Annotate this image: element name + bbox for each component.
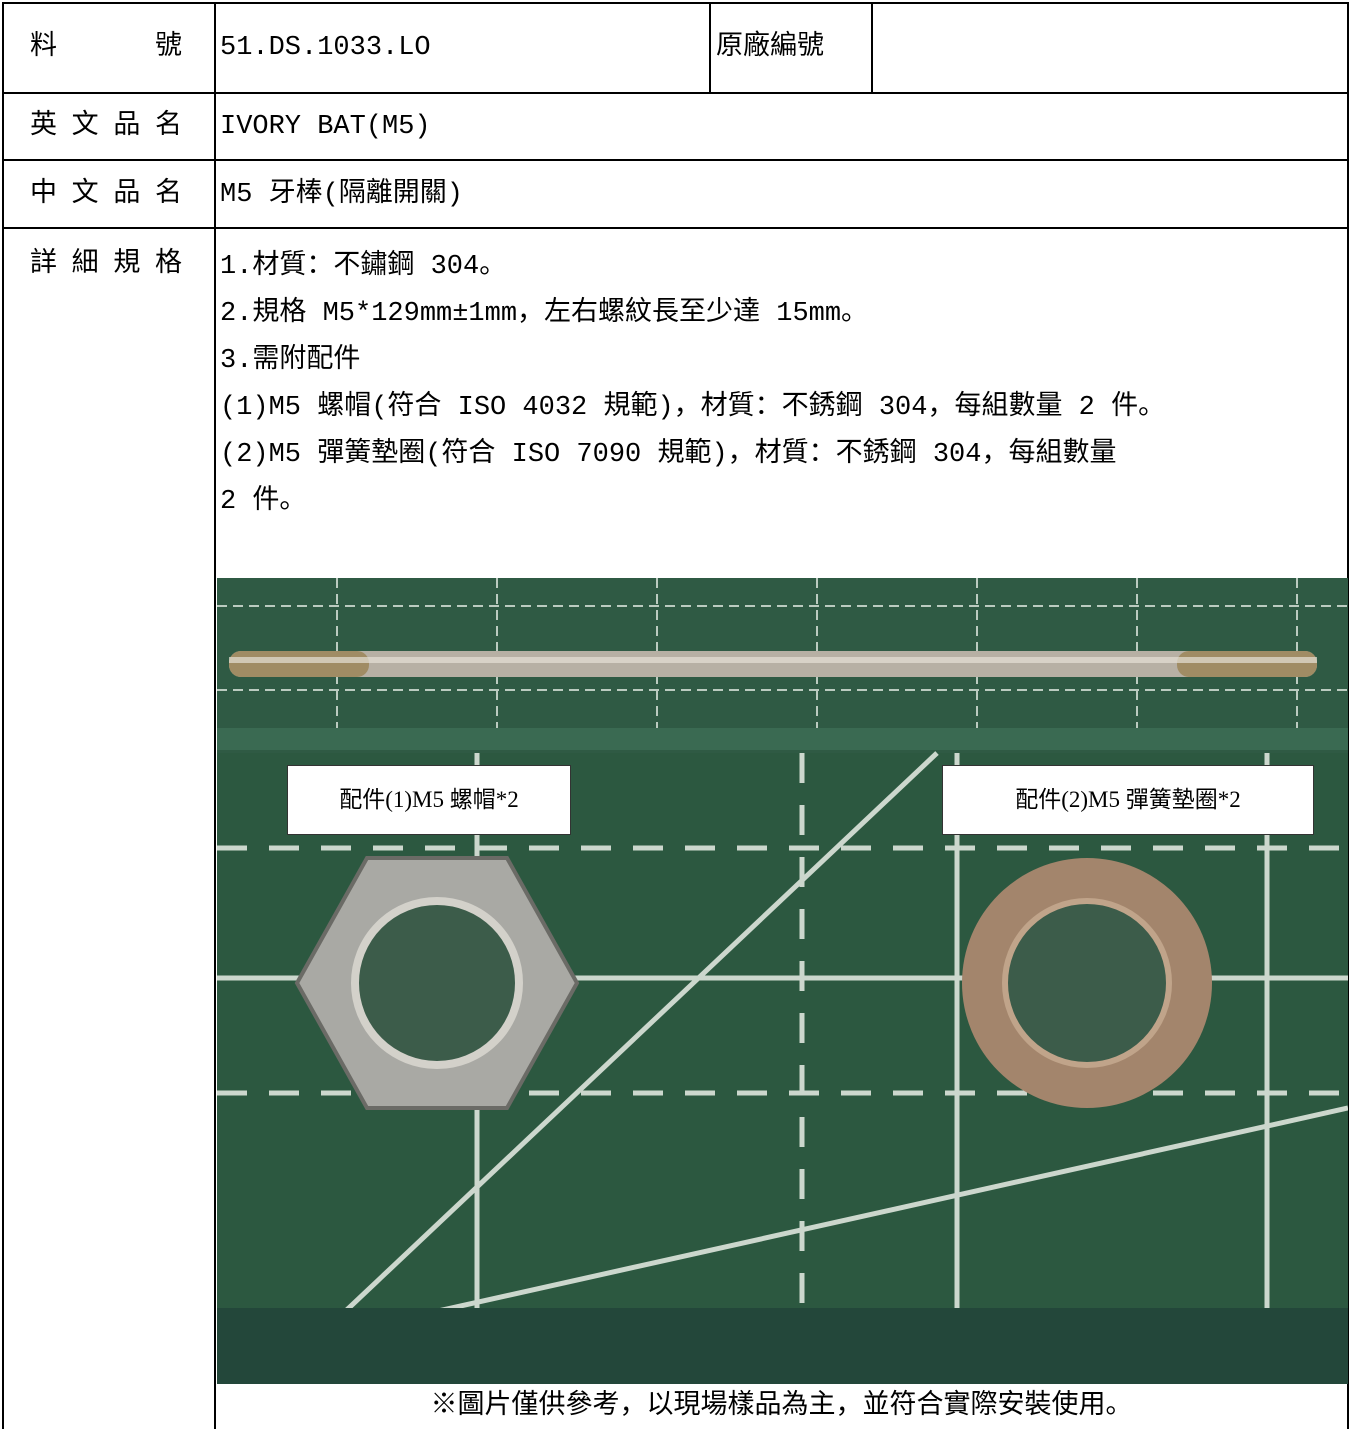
label: 料 號 [30, 33, 182, 63]
caption: ※圖片僅供參考，以現場樣品為主，並符合實際安裝使用。 [430, 1392, 1133, 1422]
label: 英文品名 [30, 112, 182, 142]
label: 原廠編號 [716, 33, 824, 63]
value: M5 牙棒(隔離開關) [220, 180, 464, 210]
label: 中文品名 [30, 180, 182, 210]
spec-line: (2)M5 彈簧墊圈(符合 ISO 7090 規範)，材質：不銹鋼 304，每組… [220, 440, 1117, 470]
border [2, 92, 1349, 94]
value: 51.DS.1033.LO [220, 33, 431, 63]
border [2, 2, 1349, 4]
value: IVORY BAT(M5) [220, 112, 431, 142]
spec-line: 2.規格 M5*129mm±1mm，左右螺紋長至少達 15mm。 [220, 299, 869, 329]
spec-line: 2 件。 [220, 487, 307, 517]
spec-line: (1)M5 螺帽(符合 ISO 4032 規範)，材質：不銹鋼 304，每組數量… [220, 393, 1166, 423]
border [2, 227, 1349, 229]
label: 詳細規格 [30, 250, 182, 280]
photo-label: 配件(1)M5 螺帽*2 [287, 765, 571, 835]
border [871, 2, 873, 93]
border [214, 2, 216, 1429]
spec-line: 3.需附配件 [220, 346, 361, 376]
photo [217, 578, 1348, 1384]
photo-label: 配件(2)M5 彈簧墊圈*2 [942, 765, 1314, 835]
spec-line: 1.材質：不鏽鋼 304。 [220, 252, 507, 282]
border [1347, 2, 1349, 1429]
border [709, 2, 711, 93]
border [2, 159, 1349, 161]
border [2, 2, 4, 1429]
